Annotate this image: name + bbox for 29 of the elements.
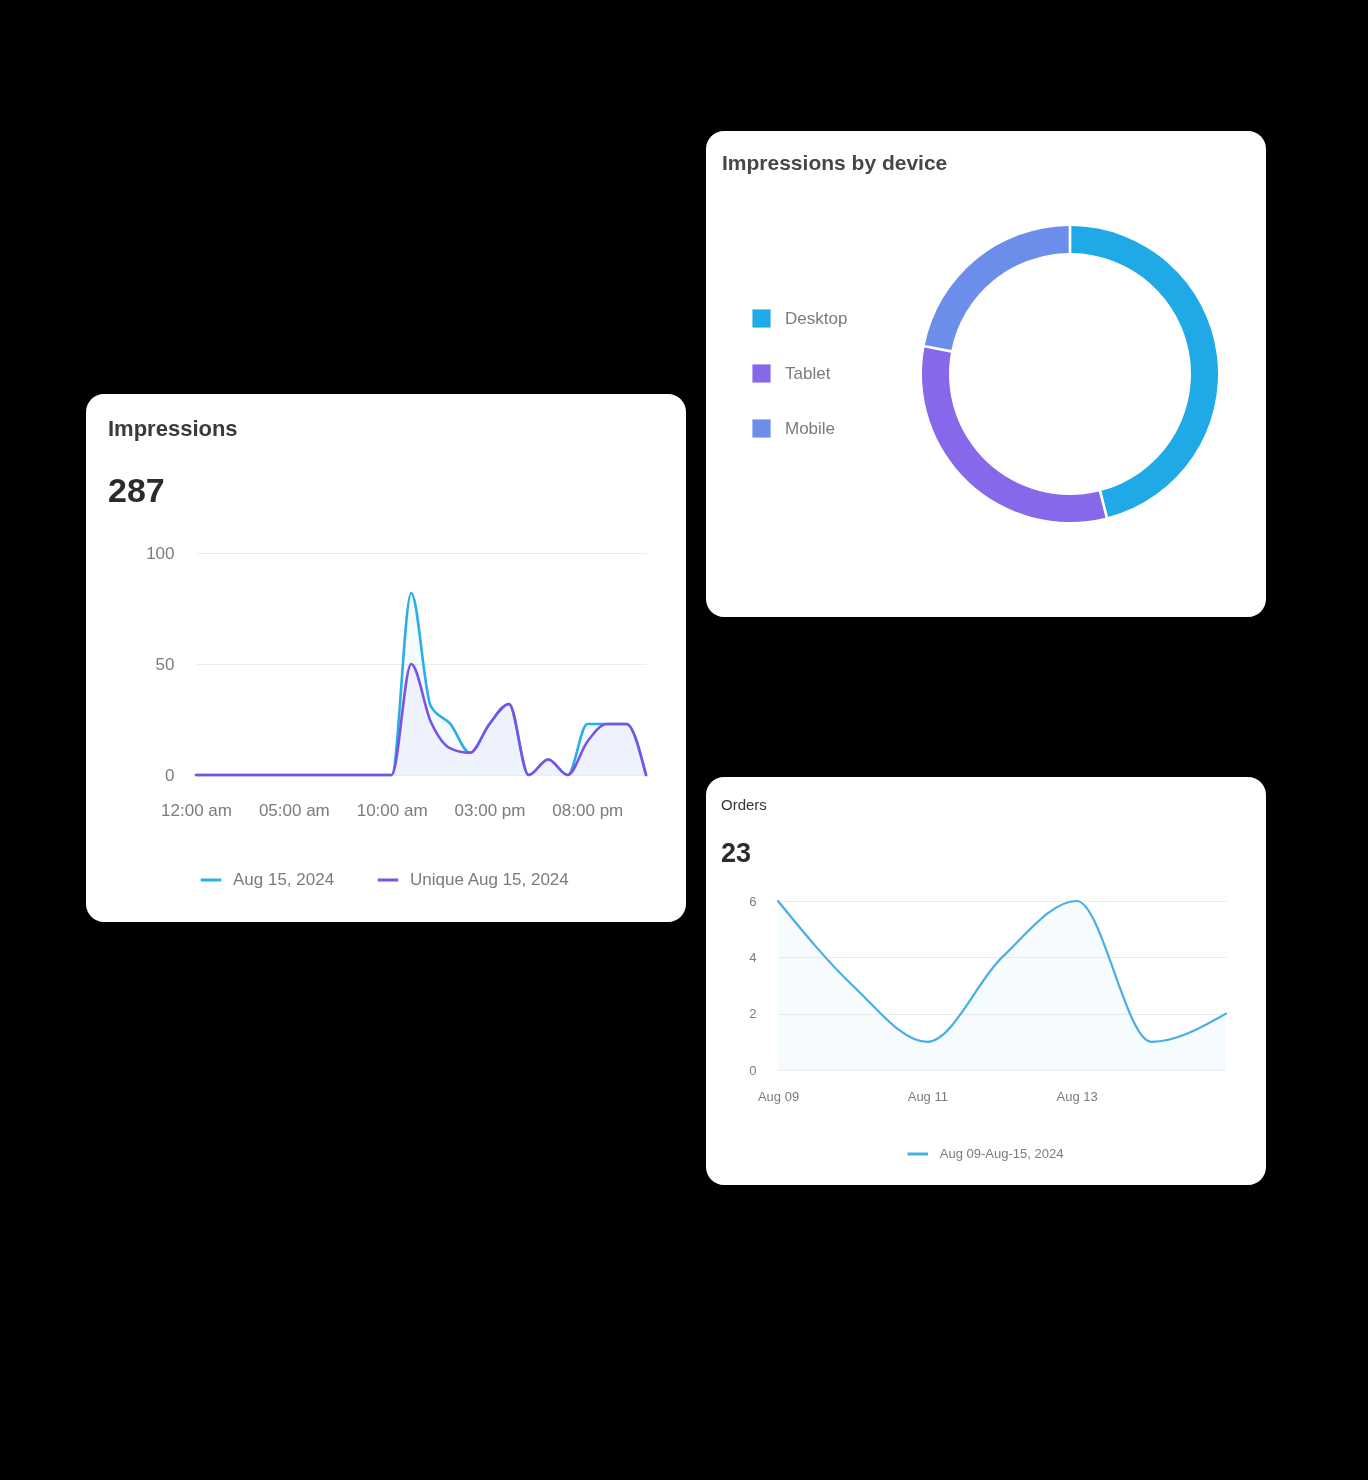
x-tick-label: 08:00 pm (552, 800, 624, 820)
x-tick-label: Aug 09 (757, 1088, 800, 1104)
x-tick-label: Aug 13 (1056, 1088, 1098, 1104)
y-tick-label: 50 (155, 654, 175, 674)
x-tick-label: 12:00 am (161, 800, 232, 820)
y-tick-label: 0 (749, 1062, 757, 1078)
legend-label: Aug 15, 2024 (232, 870, 335, 889)
donut-slice (1071, 226, 1218, 518)
y-tick-label: 100 (146, 543, 175, 563)
y-tick-label: 0 (165, 765, 175, 785)
x-tick-label: 03:00 pm (454, 800, 526, 820)
donut-slice (922, 347, 1106, 522)
legend-label: Aug 09-Aug-15, 2024 (939, 1146, 1064, 1161)
x-tick-label: 10:00 am (356, 800, 428, 820)
legend-label: Tablet (785, 363, 831, 383)
chart-subtitle: 287 (108, 471, 165, 509)
x-tick-label: 05:00 am (258, 800, 330, 820)
chart-title: Impressions (108, 416, 238, 441)
legend-label: Unique Aug 15, 2024 (409, 870, 569, 889)
donut-slice (924, 226, 1069, 351)
y-tick-label: 2 (749, 1006, 757, 1022)
chart-subtitle: 23 (721, 838, 752, 868)
chart-title: Orders (721, 796, 767, 813)
x-tick-label: Aug 11 (907, 1088, 948, 1104)
legend-label: Desktop (785, 308, 848, 328)
y-tick-label: 6 (749, 893, 757, 909)
y-tick-label: 4 (749, 949, 757, 965)
chart-title: Impressions by device (722, 151, 948, 174)
legend-label: Mobile (785, 418, 836, 438)
